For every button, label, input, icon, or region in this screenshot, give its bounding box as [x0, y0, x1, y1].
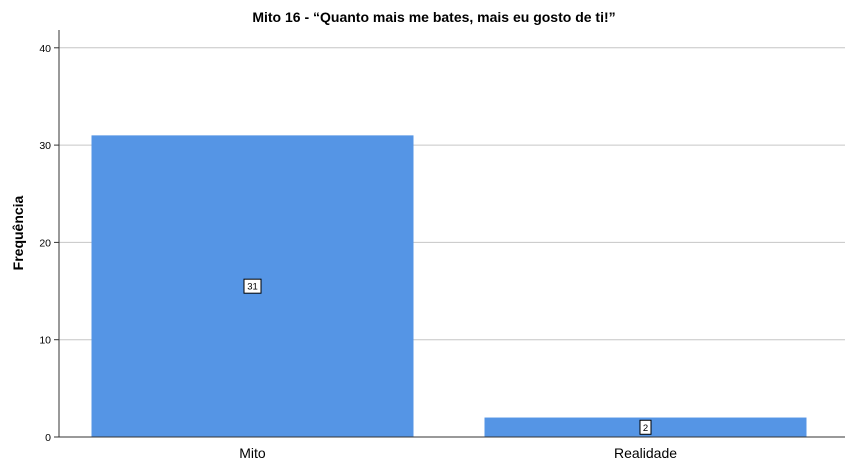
y-tick-label: 10	[39, 335, 51, 347]
y-tick-label: 20	[39, 237, 51, 249]
data-label: 31	[247, 282, 258, 293]
y-tick-label: 0	[45, 432, 51, 444]
axes	[58, 30, 845, 438]
chart-title: Mito 16 - “Quanto mais me bates, mais eu…	[252, 9, 615, 25]
data-labels: 31 2	[243, 278, 652, 435]
data-label: 2	[643, 423, 648, 434]
data-label-box	[639, 419, 652, 435]
x-tick-label: Mito	[239, 445, 266, 461]
y-axis-label: Frequência	[10, 195, 26, 270]
data-label-box	[243, 278, 262, 294]
bars	[91, 135, 807, 437]
y-tick-label: 40	[39, 43, 51, 55]
ticks: 0 10 20 30 40 Mito Realidade	[39, 43, 677, 461]
y-tick-label: 30	[39, 140, 51, 152]
x-tick-label: Realidade	[614, 445, 677, 461]
